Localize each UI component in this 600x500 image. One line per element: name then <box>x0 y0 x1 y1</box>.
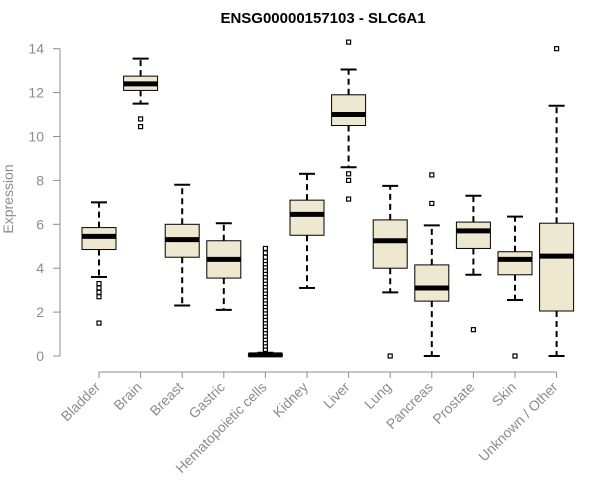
outlier-point <box>553 46 560 52</box>
outlier-point <box>346 171 352 177</box>
iqr-box <box>372 219 408 269</box>
outlier-point <box>387 353 393 359</box>
y-tick-label: 0 <box>36 348 44 364</box>
y-tick-label: 10 <box>28 129 44 145</box>
outlier-point <box>346 39 352 45</box>
outlier-point <box>429 172 435 178</box>
box-brain <box>123 57 159 130</box>
outlier-point <box>96 289 102 295</box>
outlier-point <box>262 254 268 260</box>
box-unknown-other <box>539 46 575 357</box>
x-tick-label: Kidney <box>270 379 312 421</box>
iqr-box <box>539 222 575 312</box>
y-tick-label: 2 <box>36 304 44 320</box>
box-pancreas <box>414 172 450 357</box>
y-tick-label: 12 <box>28 85 44 101</box>
y-tick-label: 8 <box>36 172 44 188</box>
outlier-point <box>262 250 268 256</box>
box-liver <box>331 39 367 202</box>
outlier-point <box>346 196 352 202</box>
iqr-box <box>289 199 325 236</box>
box-kidney <box>289 172 325 289</box>
outlier-point <box>96 280 102 287</box>
iqr-box <box>455 221 491 249</box>
chart-title: ENSG00000157103 - SLC6A1 <box>220 10 425 27</box>
x-tick-label: Prostate <box>429 379 477 427</box>
outlier-point <box>429 200 435 207</box>
iqr-box <box>414 264 450 302</box>
outlier-point <box>96 294 102 300</box>
y-tick-label: 14 <box>28 41 44 57</box>
x-tick-label: Breast <box>146 379 186 419</box>
outlier-point <box>138 116 144 122</box>
iqr-box <box>331 94 367 127</box>
box-bladder <box>81 201 117 326</box>
x-tick-label: Bladder <box>58 379 104 425</box>
box-skin <box>497 215 533 359</box>
outlier-point <box>470 327 476 333</box>
box-gastric <box>206 222 242 311</box>
box-prostate <box>455 194 491 333</box>
box-hematopoietic-cells <box>247 245 283 358</box>
y-tick-label: 6 <box>36 216 44 232</box>
outlier-point <box>512 353 518 359</box>
boxes-group <box>81 39 575 359</box>
x-tick-label: Skin <box>489 379 520 410</box>
x-tick-label: Brain <box>110 379 144 413</box>
x-tick-label: Unknown / Other <box>475 379 561 465</box>
outlier-point <box>138 124 144 130</box>
outlier-point <box>346 177 352 183</box>
y-tick-label: 4 <box>36 260 44 276</box>
outlier-point <box>262 245 268 252</box>
box-lung <box>372 184 408 359</box>
iqr-box <box>497 251 533 276</box>
x-tick-label: Lung <box>361 379 394 412</box>
outlier-point <box>96 285 102 291</box>
y-axis: 0 2 4 6 8 10 12 14 <box>28 41 61 364</box>
outlier-point <box>96 320 102 326</box>
y-axis-title: Expression <box>0 164 16 233</box>
box-breast <box>164 183 200 307</box>
x-tick-label: Liver <box>320 379 353 412</box>
